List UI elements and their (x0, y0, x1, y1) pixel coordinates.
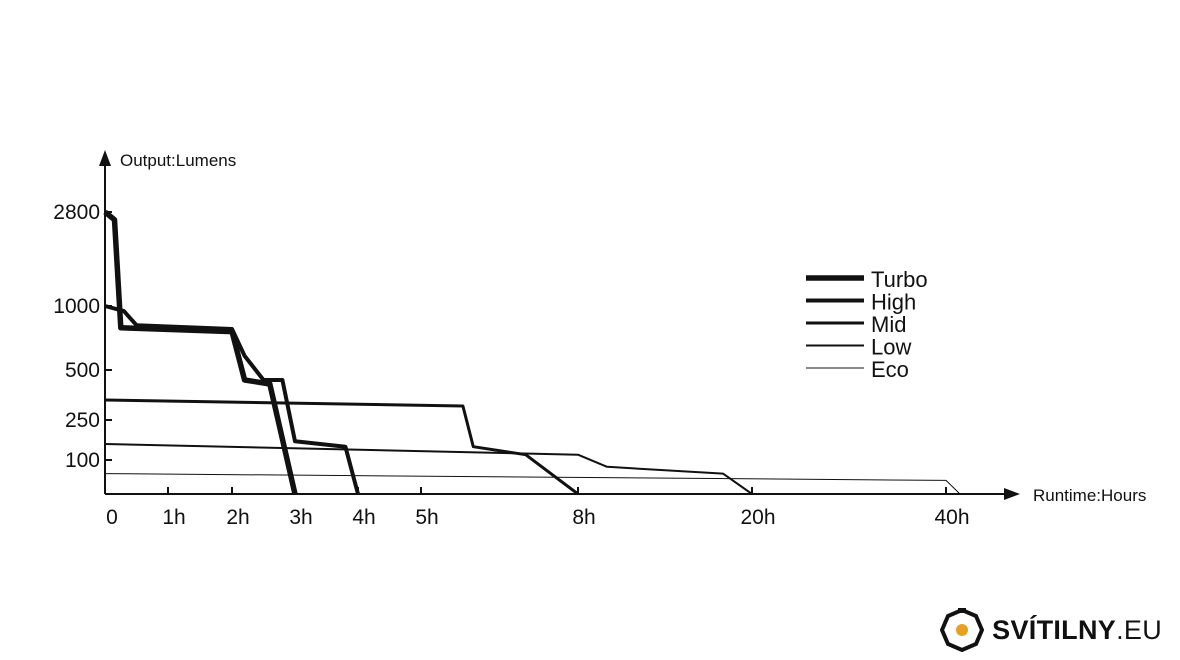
series-line-mid (104, 398, 579, 496)
legend-label-turbo: Turbo (871, 267, 928, 292)
y-tick-label: 2800 (53, 201, 100, 224)
y-axis-title: Output:Lumens (120, 151, 236, 170)
x-tick-label: 3h (289, 506, 312, 529)
series-line-low (104, 443, 753, 495)
flashlight-logo-icon (940, 608, 985, 652)
x-axis-title: Runtime:Hours (1033, 486, 1146, 505)
x-tick-label: 5h (415, 506, 438, 529)
brand-domain: .EU (1116, 614, 1162, 645)
legend-label-eco: Eco (871, 357, 909, 382)
y-tick-label: 1000 (53, 295, 100, 318)
brand-name: SVÍTILNY (992, 614, 1117, 645)
legend-label-mid: Mid (871, 312, 906, 337)
x-axis-arrow (1004, 488, 1020, 500)
chart-axes: Output:Lumens Runtime:Hours (99, 150, 1146, 505)
series-line-high (104, 304, 360, 495)
y-tick-group: 2800 1000 500 250 100 (53, 201, 112, 472)
x-tick-label: 8h (572, 506, 595, 529)
x-tick-label: 2h (226, 506, 249, 529)
series-line-eco (104, 473, 961, 495)
x-tick-label: 1h (162, 506, 185, 529)
series-line-turbo (103, 209, 298, 495)
x-tick-label: 0 (106, 506, 118, 529)
x-tick-label: 40h (934, 506, 969, 529)
y-axis-arrow (99, 150, 111, 166)
x-tick-label: 20h (740, 506, 775, 529)
y-tick-label: 500 (65, 359, 100, 382)
series-group (103, 209, 961, 496)
y-tick-label: 100 (65, 449, 100, 472)
legend-label-high: High (871, 290, 916, 315)
x-tick-label: 4h (352, 506, 375, 529)
legend-label-low: Low (871, 335, 911, 360)
brand-logo: SVÍTILNY.EU (940, 608, 1162, 652)
x-tick-group: 0 1h 2h 3h 4h 5h 8h 20h 40h (106, 487, 970, 529)
y-tick-label: 250 (65, 409, 100, 432)
brand-text: SVÍTILNY.EU (992, 615, 1162, 646)
